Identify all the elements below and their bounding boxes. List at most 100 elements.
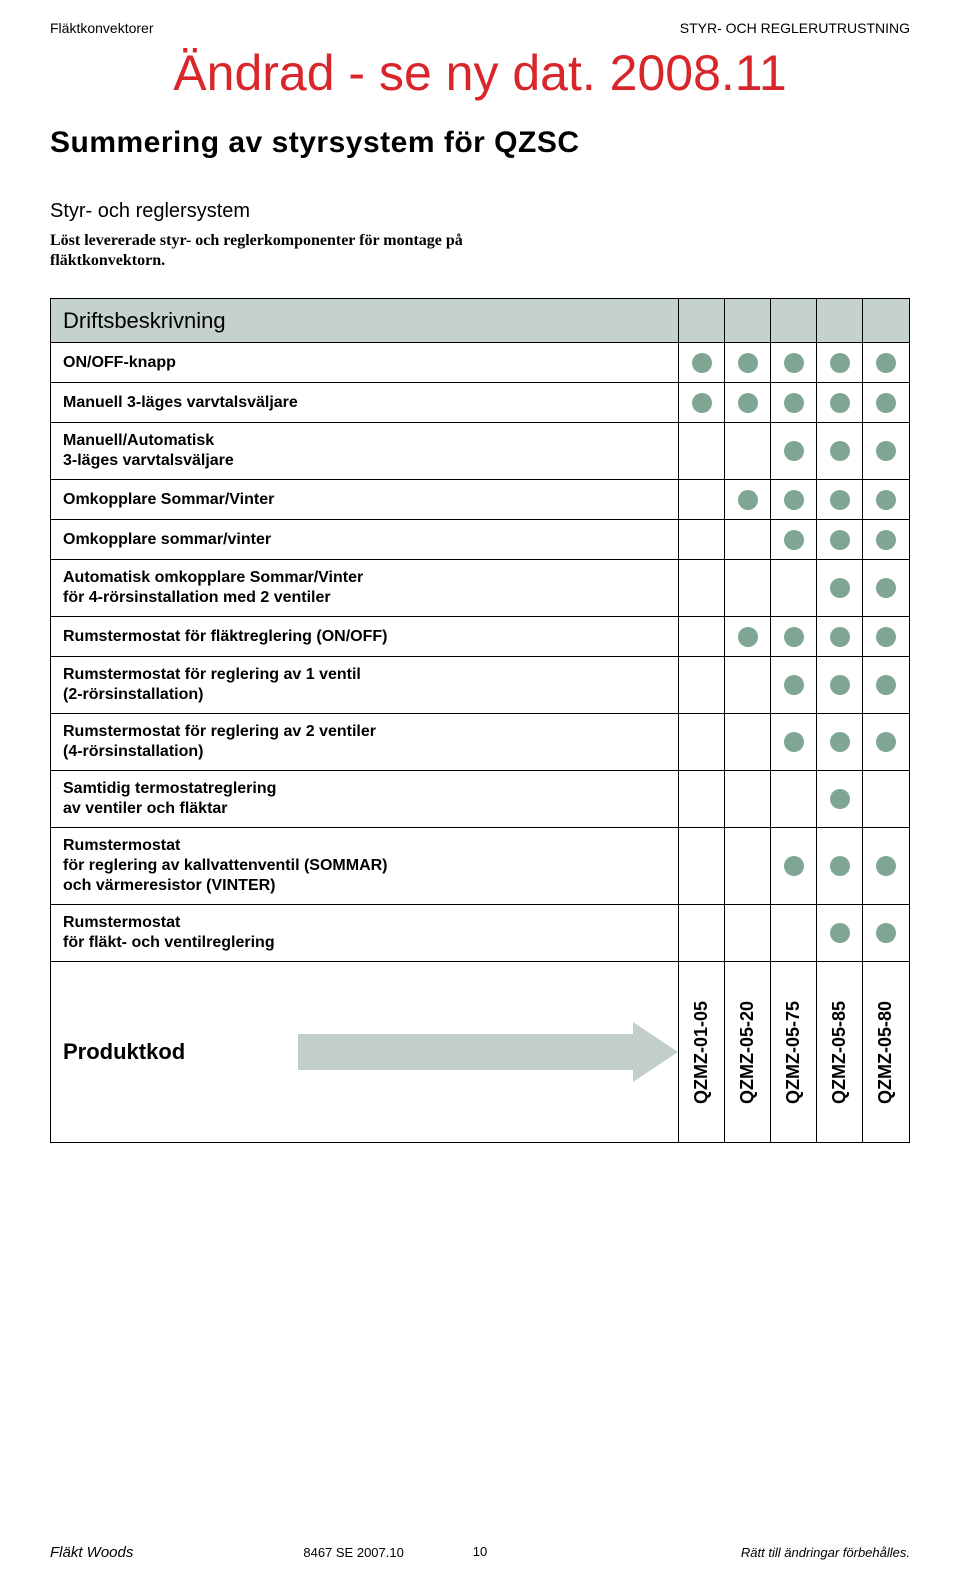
dot-cell	[725, 905, 771, 961]
table-header-cell	[817, 299, 863, 343]
dot-icon	[738, 353, 758, 373]
dot-cell	[817, 560, 863, 616]
row-label: Rumstermostat för reglering av kallvatte…	[51, 828, 679, 904]
dot-cell	[679, 423, 725, 479]
dot-icon	[876, 530, 896, 550]
product-code: QZMZ-05-80	[876, 1001, 897, 1104]
dot-icon	[830, 627, 850, 647]
dot-cell	[771, 828, 817, 904]
dot-cell	[771, 343, 817, 382]
table-row: Rumstermostat för reglering av 2 ventile…	[51, 714, 909, 771]
table-title: Driftsbeskrivning	[63, 307, 226, 335]
product-code-cell: QZMZ-05-20	[725, 962, 771, 1142]
dot-cell	[771, 520, 817, 559]
dot-icon	[830, 393, 850, 413]
table-row: Manuell 3-läges varvtalsväljare	[51, 383, 909, 423]
dot-icon	[830, 732, 850, 752]
dot-cell	[771, 714, 817, 770]
row-label: Rumstermostat för fläkt- och ventilregle…	[51, 905, 679, 961]
dot-cell	[863, 480, 909, 519]
dot-icon	[738, 393, 758, 413]
row-label: Manuell 3-läges varvtalsväljare	[51, 383, 679, 422]
product-code-cell: QZMZ-05-85	[817, 962, 863, 1142]
row-label: Omkopplare sommar/vinter	[51, 520, 679, 559]
dot-icon	[876, 627, 896, 647]
dot-icon	[830, 675, 850, 695]
dot-cell	[679, 343, 725, 382]
dot-cell	[817, 423, 863, 479]
dot-cell	[863, 560, 909, 616]
dot-icon	[876, 490, 896, 510]
page-title: Summering av styrsystem för QZSC	[50, 126, 910, 160]
dot-cell	[863, 520, 909, 559]
product-code-cell: QZMZ-05-75	[771, 962, 817, 1142]
dot-cell	[863, 771, 909, 827]
dot-cell	[817, 771, 863, 827]
table-row: ON/OFF-knapp	[51, 343, 909, 383]
dot-cell	[679, 828, 725, 904]
dot-cell	[771, 480, 817, 519]
dot-icon	[876, 732, 896, 752]
dot-cell	[817, 383, 863, 422]
arrow-icon	[298, 1022, 678, 1082]
table-header-cell	[679, 299, 725, 343]
dot-cell	[725, 714, 771, 770]
dot-cell	[771, 617, 817, 656]
dot-icon	[784, 530, 804, 550]
dot-icon	[830, 441, 850, 461]
dot-cell	[725, 560, 771, 616]
dot-cell	[863, 383, 909, 422]
dot-icon	[830, 353, 850, 373]
dot-cell	[725, 617, 771, 656]
dot-cell	[817, 905, 863, 961]
row-label: ON/OFF-knapp	[51, 343, 679, 382]
dot-cell	[679, 560, 725, 616]
dot-cell	[863, 714, 909, 770]
table-header-cell	[771, 299, 817, 343]
product-code-label: Produktkod	[63, 1039, 185, 1065]
dot-cell	[679, 520, 725, 559]
product-code: QZMZ-05-75	[783, 1001, 804, 1104]
row-label: Rumstermostat för reglering av 2 ventile…	[51, 714, 679, 770]
dot-cell	[725, 423, 771, 479]
dot-icon	[784, 393, 804, 413]
product-code-cell: QZMZ-01-05	[679, 962, 725, 1142]
dot-icon	[692, 393, 712, 413]
header-right: STYR- OCH REGLERUTRUSTNING	[680, 20, 910, 36]
intro-text: Löst levererade styr- och reglerkomponen…	[50, 231, 550, 272]
dot-icon	[876, 675, 896, 695]
dot-cell	[817, 828, 863, 904]
dot-cell	[771, 423, 817, 479]
product-code-label-cell: Produktkod	[51, 962, 679, 1142]
dot-cell	[863, 657, 909, 713]
dot-cell	[771, 657, 817, 713]
table-header-cell	[863, 299, 909, 343]
footer-brand: Fläkt Woods	[50, 1544, 133, 1561]
dot-cell	[679, 480, 725, 519]
dot-icon	[876, 923, 896, 943]
dot-icon	[830, 490, 850, 510]
dot-icon	[876, 353, 896, 373]
dot-cell	[679, 383, 725, 422]
dot-icon	[876, 393, 896, 413]
row-label: Rumstermostat för reglering av 1 ventil …	[51, 657, 679, 713]
dot-cell	[817, 343, 863, 382]
dot-cell	[771, 383, 817, 422]
dot-cell	[771, 771, 817, 827]
product-code: QZMZ-01-05	[691, 1001, 712, 1104]
table-row: Manuell/Automatisk 3-läges varvtalsvälja…	[51, 423, 909, 480]
dot-cell	[863, 828, 909, 904]
compatibility-table: Driftsbeskrivning ON/OFF-knappManuell 3-l…	[50, 298, 910, 1144]
dot-cell	[679, 657, 725, 713]
dot-icon	[738, 490, 758, 510]
product-code-row: Produktkod QZMZ-01-05 QZMZ-05-20 QZMZ-05-75…	[51, 962, 909, 1142]
table-row: Rumstermostat för fläktreglering (ON/OFF…	[51, 617, 909, 657]
dot-cell	[725, 480, 771, 519]
dot-cell	[679, 905, 725, 961]
table-row: Omkopplare sommar/vinter	[51, 520, 909, 560]
dot-icon	[830, 530, 850, 550]
banner-text: Ändrad - se ny dat. 2008.11	[50, 44, 910, 102]
row-label: Samtidig termostatreglering av ventiler …	[51, 771, 679, 827]
footer-docid: 8467 SE 2007.10	[303, 1545, 403, 1560]
dot-icon	[738, 627, 758, 647]
